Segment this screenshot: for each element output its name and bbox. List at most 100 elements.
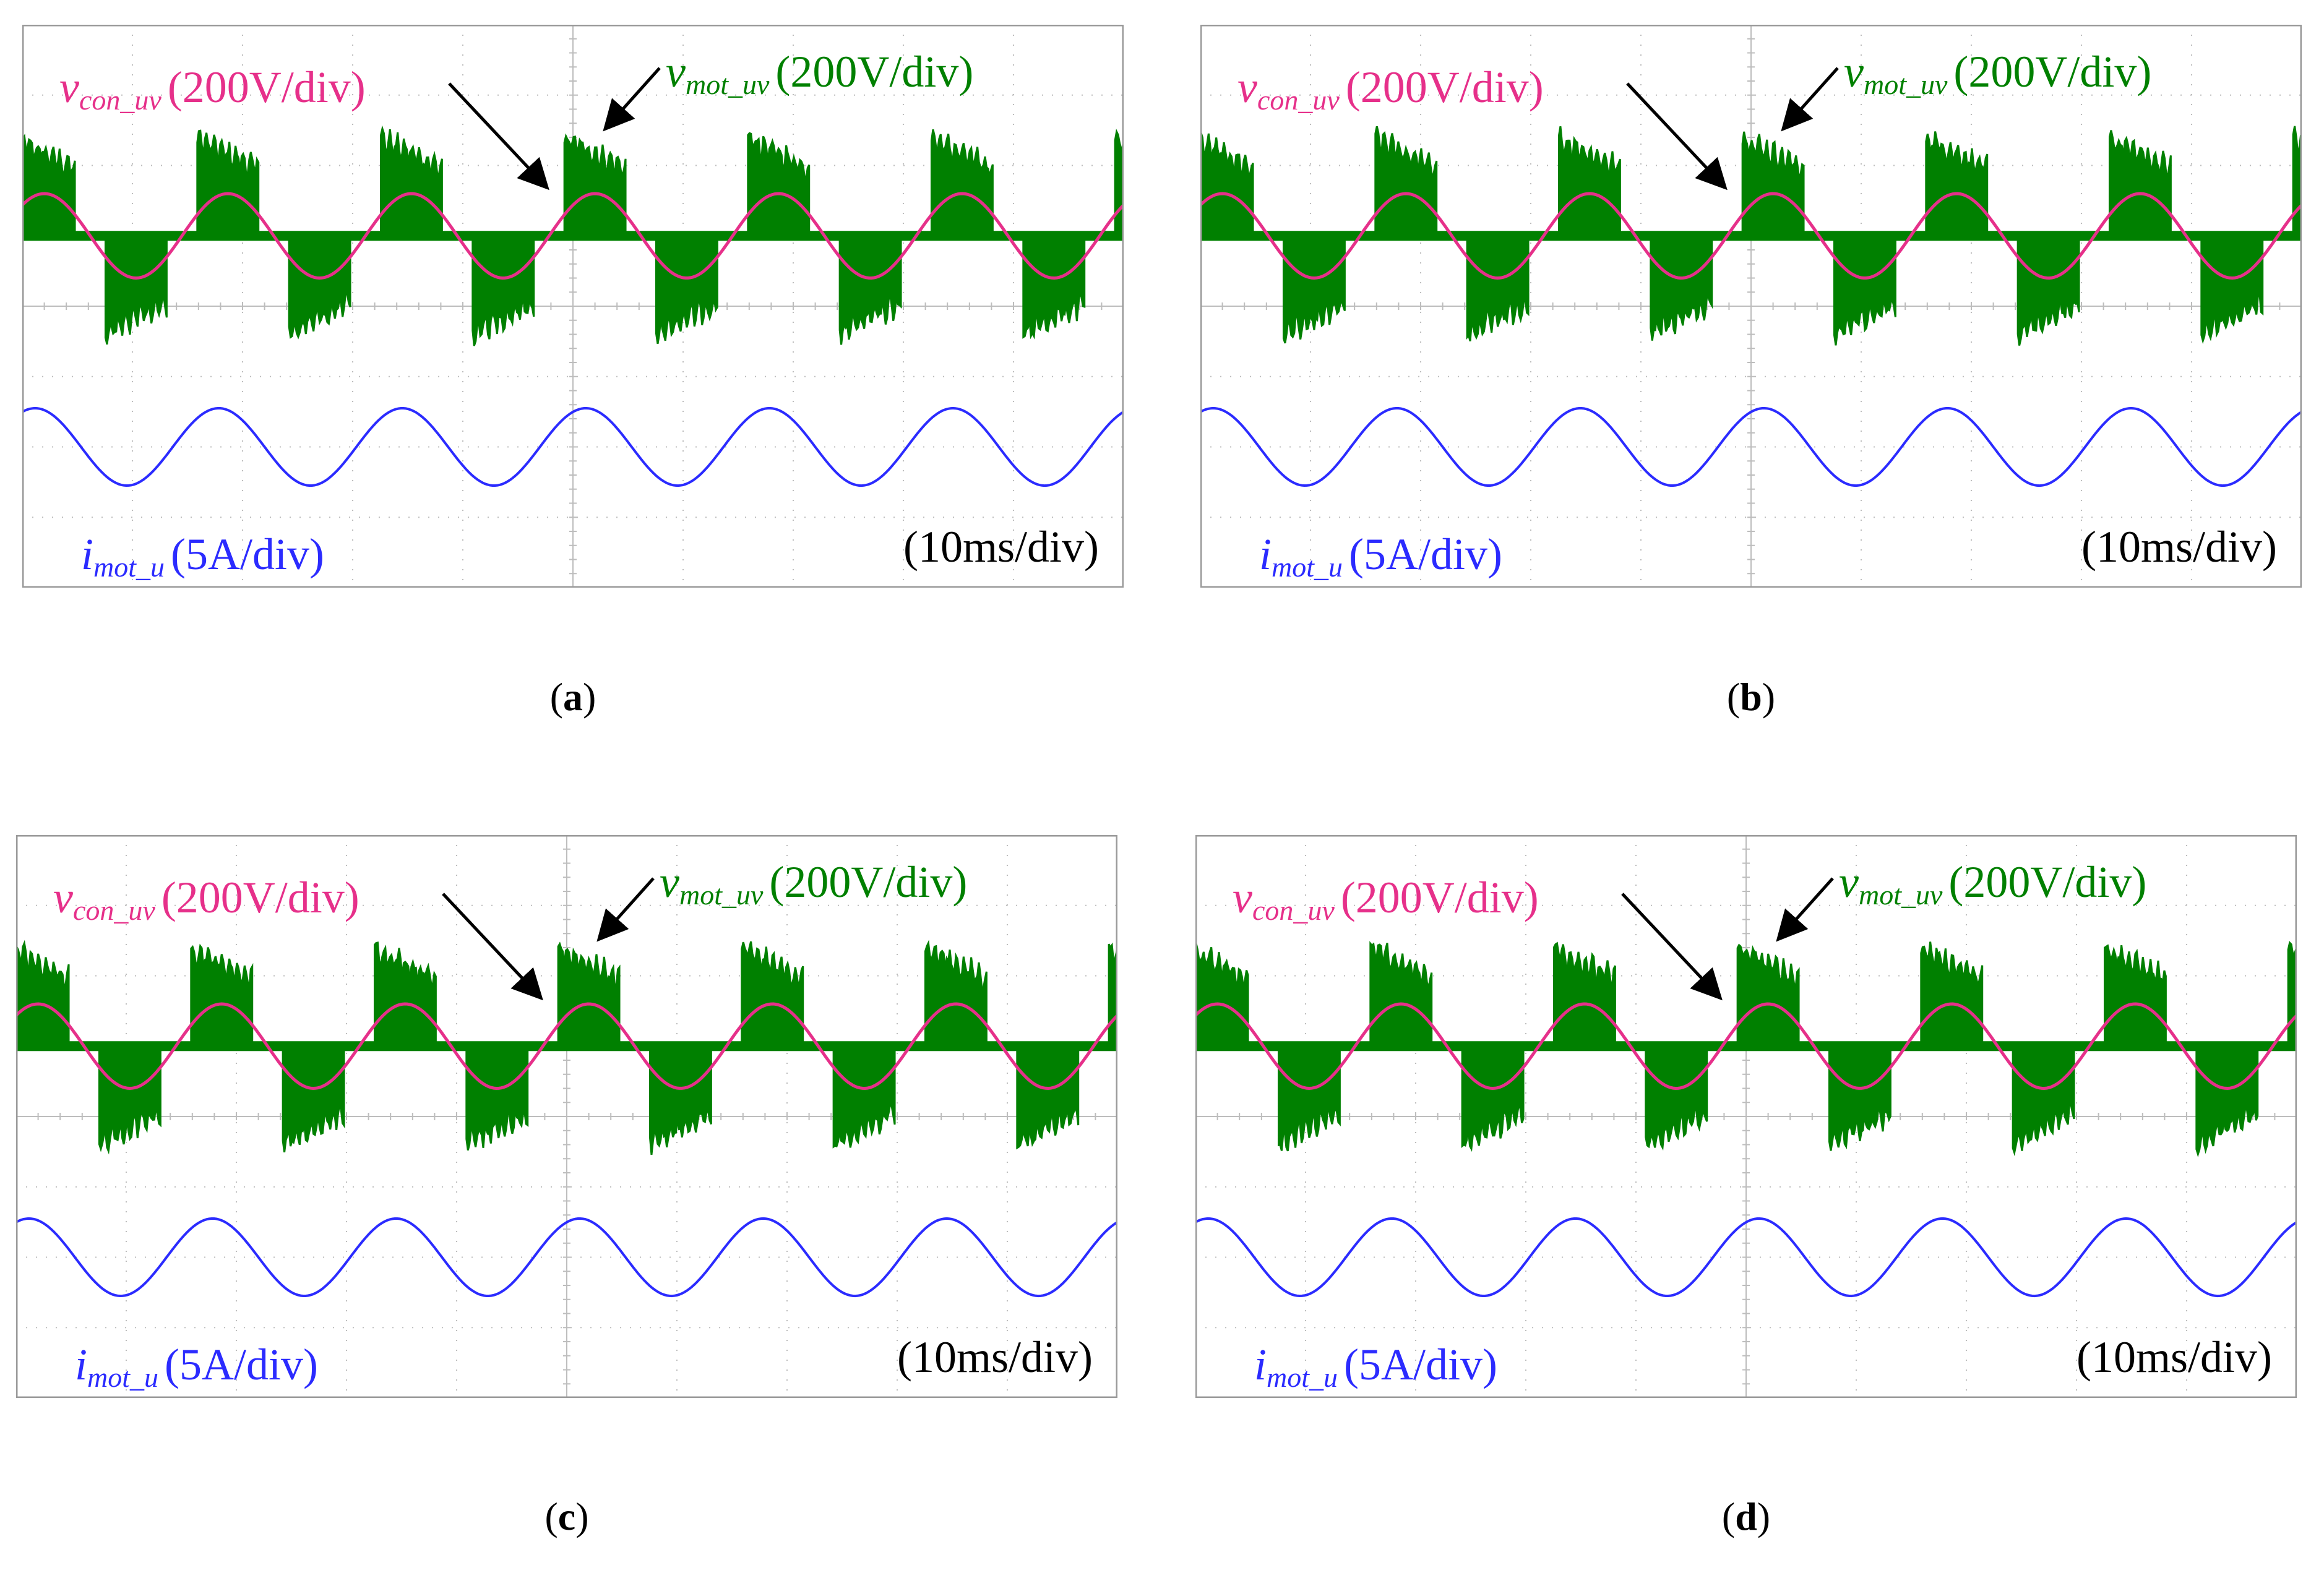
v-mot-pulse-block (1466, 234, 1530, 341)
oscilloscope-panel-c: vcon_uv (200V/div) vmot_uv (200V/div) imot_u… (16, 835, 1117, 1398)
oscilloscope-screen: vcon_uv (200V/div) vmot_uv (200V/div) imot_u… (22, 25, 1124, 588)
v-mot-pulse-block (557, 941, 621, 1047)
oscilloscope-panel-d: vcon_uv (200V/div) vmot_uv (200V/div) imot_u… (1195, 835, 2297, 1398)
grid (1200, 25, 2302, 588)
v-mot-pulse-block (22, 133, 76, 237)
v-con-uv-label: vcon_uv (200V/div) (1233, 873, 1539, 926)
v-mot-pulse-block (98, 1045, 161, 1155)
screen-frame (1200, 25, 2302, 588)
v-mot-pulse-block (104, 234, 168, 345)
series-v-con-uv (1200, 192, 2302, 280)
series-v-mot-uv (16, 940, 1117, 1155)
v-mot-pulse-block (924, 940, 988, 1047)
v-con-uv-arrow (1626, 82, 1728, 191)
series-v-con-uv (22, 192, 1124, 280)
v-mot-pulse-block (2195, 1045, 2259, 1157)
screen-frame (1195, 835, 2297, 1398)
series-i-mot-u (22, 406, 1124, 487)
v-mot-pulse-block (2016, 234, 2080, 346)
v-mot-pulse-block (838, 234, 902, 345)
v-mot-pulse-block (282, 1045, 345, 1153)
v-mot-pulse-block (832, 1045, 896, 1149)
v-mot-pulse-block (1736, 943, 1800, 1047)
v-con-uv-arrow (448, 82, 549, 191)
v-mot-pulse-block (655, 234, 718, 345)
oscilloscope-screen: vcon_uv (200V/div) vmot_uv (200V/div) imot_u… (16, 835, 1117, 1398)
v-con-uv-label: vcon_uv (200V/div) (59, 62, 366, 116)
oscilloscope-panel-a: vcon_uv (200V/div) vmot_uv (200V/div) imot_u… (22, 25, 1124, 588)
v-mot-pulse-block (1650, 234, 1713, 341)
time-scale-label: (10ms/div) (897, 1332, 1093, 1382)
i-mot-u-label: imot_u (5A/div) (81, 529, 324, 583)
v-mot-pulse-block (1277, 1045, 1341, 1152)
v-mot-pulse-block (2103, 944, 2167, 1047)
v-mot-pulse-block (1461, 1045, 1525, 1152)
oscilloscope-screen: vcon_uv (200V/div) vmot_uv (200V/div) imot_u… (1200, 25, 2302, 588)
caption-d: (d) (1721, 1494, 1771, 1538)
screen-frame (16, 835, 1117, 1398)
v-mot-pulse-block (379, 125, 443, 237)
series-v-mot-uv (1200, 126, 2302, 346)
v-mot-pulse-block (1645, 1045, 1708, 1151)
v-mot-pulse-block (190, 943, 254, 1047)
series-v-con-uv (16, 1002, 1117, 1091)
caption-a: (a) (549, 675, 596, 719)
v-mot-pulse-block (16, 940, 70, 1047)
v-mot-pulse-block (1200, 132, 1254, 237)
v-mot-pulse-block (1552, 941, 1616, 1047)
v-mot-pulse-block (747, 132, 811, 237)
v-mot-pulse-block (373, 941, 437, 1047)
series-i-mot-u (16, 1217, 1117, 1298)
v-mot-uv-arrow (1776, 877, 1834, 942)
v-mot-pulse-block (1374, 126, 1438, 237)
oscilloscope-screen: vcon_uv (200V/div) vmot_uv (200V/div) imot_u… (1195, 835, 2297, 1398)
v-mot-pulse-block (1195, 940, 1249, 1047)
v-con-uv-arrow (442, 893, 543, 1001)
v-mot-pulse-block (2200, 234, 2264, 345)
v-mot-pulse-block (1282, 234, 1346, 344)
series-i-mot-u (1195, 1217, 2297, 1298)
v-mot-pulse-block (1022, 234, 1086, 340)
v-mot-uv-label: vmot_uv (200V/div) (660, 857, 967, 911)
v-con-uv-arrow (1621, 893, 1723, 1001)
v-mot-uv-label: vmot_uv (200V/div) (666, 47, 973, 100)
v-mot-pulse-block (1920, 941, 1984, 1047)
i-mot-u-label: imot_u (5A/div) (75, 1340, 318, 1393)
v-mot-pulse-block (2012, 1045, 2075, 1157)
v-con-uv-label: vcon_uv (200V/div) (53, 873, 359, 926)
caption-c: (c) (544, 1494, 589, 1538)
v-mot-pulse-block (563, 133, 627, 237)
v-con-uv-label: vcon_uv (200V/div) (1237, 62, 1544, 116)
v-mot-uv-label: vmot_uv (200V/div) (1844, 47, 2151, 100)
v-mot-pulse-block (741, 941, 804, 1047)
v-mot-pulse-block (648, 1045, 712, 1155)
v-mot-uv-label: vmot_uv (200V/div) (1839, 857, 2146, 911)
v-mot-uv-arrow (596, 877, 655, 942)
series-v-mot-uv (1195, 940, 2297, 1157)
time-scale-label: (10ms/div) (2077, 1332, 2272, 1382)
v-mot-pulse-block (196, 129, 260, 237)
oscilloscope-panel-b: vcon_uv (200V/div) vmot_uv (200V/div) imot_u… (1200, 25, 2302, 588)
v-mot-pulse-block (1741, 131, 1805, 237)
series-v-mot-uv (22, 125, 1124, 346)
v-mot-pulse-block (2108, 130, 2172, 237)
v-mot-pulse-block (1833, 234, 1896, 346)
v-mot-pulse-block (465, 1045, 529, 1151)
v-mot-pulse-block (1016, 1045, 1080, 1150)
v-mot-pulse-block (1369, 941, 1433, 1047)
time-scale-label: (10ms/div) (2081, 522, 2277, 572)
v-mot-pulse-block (1925, 131, 1989, 237)
series-v-con-uv (1195, 1002, 2297, 1091)
i-mot-u-label: imot_u (5A/div) (1254, 1340, 1497, 1393)
screen-frame (22, 25, 1124, 588)
v-mot-uv-arrow (603, 67, 661, 132)
v-mot-uv-arrow (1781, 67, 1839, 132)
v-mot-pulse-block (1828, 1045, 1891, 1151)
v-mot-pulse-block (471, 234, 535, 346)
time-scale-label: (10ms/div) (903, 522, 1099, 572)
caption-b: (b) (1726, 675, 1776, 719)
series-i-mot-u (1200, 406, 2302, 487)
v-mot-pulse-block (288, 234, 351, 340)
v-mot-pulse-block (930, 129, 994, 237)
i-mot-u-label: imot_u (5A/div) (1259, 529, 1502, 583)
